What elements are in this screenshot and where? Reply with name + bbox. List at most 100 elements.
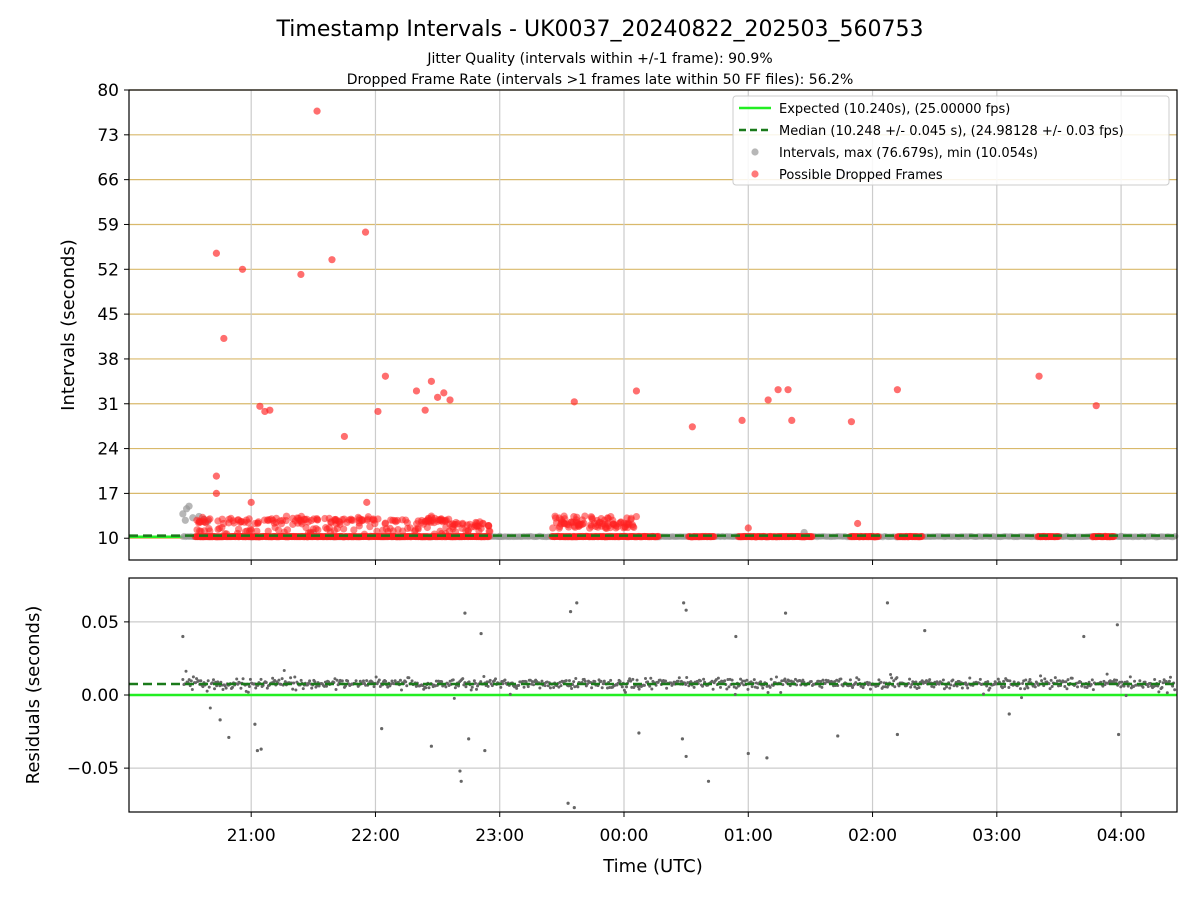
residual-point xyxy=(378,684,382,688)
residual-point xyxy=(680,737,685,741)
residual-point xyxy=(752,678,756,682)
dropped-point xyxy=(555,524,563,532)
residual-point xyxy=(1076,685,1080,689)
residual-point xyxy=(942,687,946,691)
dropped-point xyxy=(764,396,772,404)
interval-point xyxy=(179,510,187,518)
residual-point xyxy=(759,680,763,684)
residual-point xyxy=(851,686,855,690)
residual-point xyxy=(1063,684,1067,688)
residual-point xyxy=(677,676,681,680)
residual-point xyxy=(277,678,281,682)
residual-point xyxy=(890,676,894,680)
residual-point xyxy=(1128,675,1132,679)
residual-point xyxy=(195,677,199,681)
residual-point xyxy=(917,686,921,690)
residual-point xyxy=(623,690,627,694)
residual-point xyxy=(923,629,927,633)
dropped-point xyxy=(373,527,381,535)
residual-point xyxy=(730,678,734,682)
residual-point xyxy=(836,734,840,738)
residual-point xyxy=(254,686,258,690)
residual-point xyxy=(1101,684,1105,688)
dropped-point xyxy=(784,386,792,394)
residual-point xyxy=(857,678,861,682)
dropped-point xyxy=(436,516,444,524)
dropped-point xyxy=(254,518,263,526)
residual-point xyxy=(1115,623,1119,627)
dropped-point xyxy=(424,514,432,522)
residual-point xyxy=(374,675,378,679)
dropped-point xyxy=(282,516,290,525)
residual-point xyxy=(201,685,205,689)
residual-point xyxy=(205,689,209,693)
residual-point xyxy=(463,611,467,615)
residual-point xyxy=(682,601,686,605)
residual-point xyxy=(739,677,743,681)
residuals-ytick-label: −0.05 xyxy=(67,759,119,779)
residual-point xyxy=(608,686,612,690)
residual-point xyxy=(566,801,570,805)
dropped-point xyxy=(220,334,228,343)
dropped-point xyxy=(312,525,320,533)
dropped-point xyxy=(433,393,442,401)
residual-point xyxy=(928,678,932,682)
residual-point xyxy=(996,677,1000,681)
residual-point xyxy=(1138,679,1142,683)
dropped-point xyxy=(440,389,448,397)
residual-point xyxy=(684,683,688,687)
dropped-point xyxy=(486,527,494,535)
residual-point xyxy=(405,684,409,688)
residual-point xyxy=(909,685,913,689)
residual-point xyxy=(895,676,899,680)
dropped-point xyxy=(361,228,370,236)
interval-point xyxy=(181,516,189,524)
dropped-point xyxy=(253,527,261,535)
intervals-ticks: 10 17 24 31 38 45 52 59 66 73 80 xyxy=(97,81,1122,565)
residual-point xyxy=(783,611,788,615)
dropped-point xyxy=(235,525,243,533)
residual-point xyxy=(745,678,749,682)
residual-point xyxy=(689,680,693,684)
residual-point xyxy=(429,744,433,748)
residual-point xyxy=(334,688,338,692)
dropped-point xyxy=(431,514,439,522)
residual-point xyxy=(949,683,953,687)
residual-point xyxy=(750,685,754,689)
residual-point xyxy=(1160,685,1164,689)
residual-point xyxy=(734,686,738,690)
residual-point xyxy=(602,679,606,683)
residual-point xyxy=(567,679,571,683)
residual-point xyxy=(1122,684,1126,688)
dropped-point xyxy=(338,515,347,524)
residual-point xyxy=(1008,679,1012,683)
dropped-point xyxy=(298,520,306,528)
residuals-marks xyxy=(129,601,1177,810)
legend-median-label: Median (10.248 +/- 0.045 s), (24.98128 +… xyxy=(779,124,1124,139)
residual-point xyxy=(1047,682,1051,686)
residual-point xyxy=(444,685,448,689)
dropped-point xyxy=(549,524,557,532)
residual-point xyxy=(218,718,222,722)
legend-intervals-swatch xyxy=(751,148,759,156)
residual-point xyxy=(679,679,683,683)
residual-point xyxy=(941,678,945,682)
residual-point xyxy=(1050,684,1054,688)
residual-point xyxy=(211,678,215,682)
residual-point xyxy=(769,677,773,681)
residual-point xyxy=(470,685,474,689)
residual-point xyxy=(642,683,646,687)
residual-point xyxy=(1116,732,1121,737)
residual-point xyxy=(716,676,720,680)
residual-point xyxy=(398,678,402,682)
residual-point xyxy=(590,686,594,690)
residual-point xyxy=(181,678,185,682)
residual-point xyxy=(1064,680,1068,684)
residual-point xyxy=(920,679,924,683)
residual-point xyxy=(248,677,252,681)
residual-point xyxy=(649,676,653,680)
dropped-point xyxy=(387,516,395,524)
residual-point xyxy=(620,685,624,689)
residual-point xyxy=(552,686,556,690)
residual-point xyxy=(310,686,314,690)
